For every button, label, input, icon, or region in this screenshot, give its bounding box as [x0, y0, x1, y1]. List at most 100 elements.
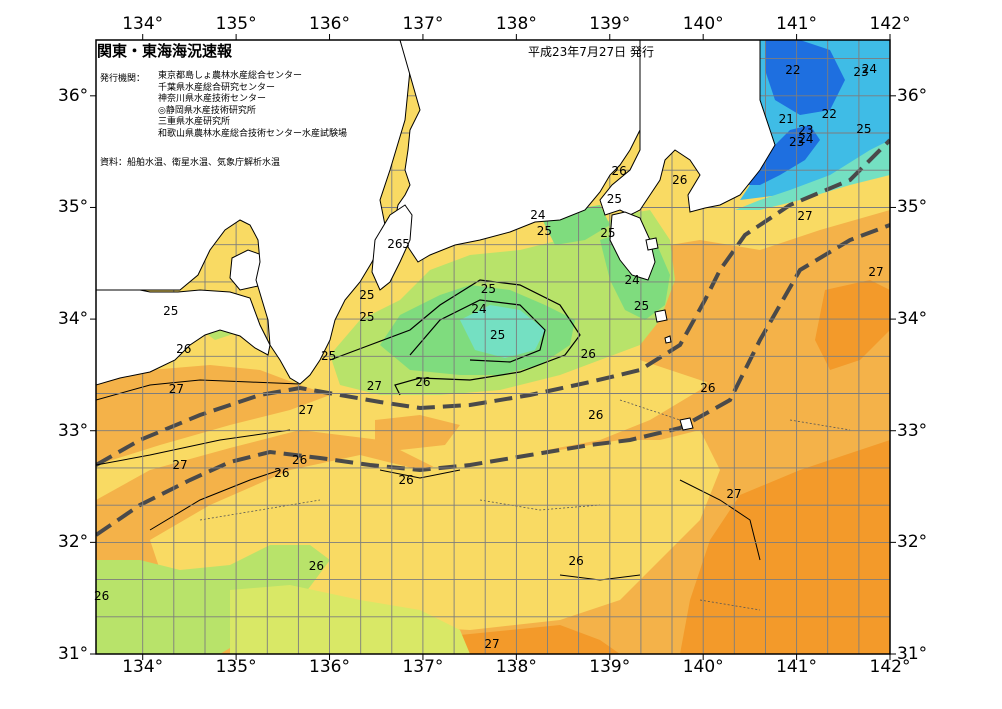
land-kii	[96, 40, 411, 385]
isotherm-label: 5	[402, 237, 410, 252]
isotherm-label: 27	[868, 265, 884, 280]
isotherm-label: 26	[93, 588, 110, 603]
isotherm-label: 25	[359, 309, 375, 324]
isotherm-label: 23	[788, 134, 805, 149]
isotherm-label: 25	[320, 348, 337, 363]
lon-label-top: 140°	[682, 14, 724, 34]
isotherm-label: 25	[536, 223, 553, 238]
isotherm-label: 27	[797, 209, 813, 224]
lon-label-bottom: 141°	[776, 657, 818, 677]
isotherm-label: 24	[624, 273, 640, 288]
lon-label-top: 138°	[495, 14, 537, 34]
land-izu-kanto	[599, 40, 776, 216]
lat-label-right: 36°	[897, 85, 928, 106]
isotherm-label: 26	[398, 472, 414, 487]
isotherm-label: 27	[366, 379, 382, 394]
isotherm-label: 26	[588, 408, 604, 423]
isotherm-label: 26	[387, 237, 403, 252]
issuer-item: 千葉県水産総合研究センター	[158, 82, 276, 93]
isotherm-label: 27	[172, 458, 188, 473]
isotherm-label: 21	[778, 112, 794, 127]
lon-label-top: 141°	[776, 14, 818, 34]
isotherm-label: 23	[853, 65, 869, 80]
sea-28-patch-e	[815, 280, 890, 370]
land-atsumi	[371, 204, 413, 291]
land-izu-peninsula	[609, 211, 656, 281]
sea-23-core	[460, 305, 545, 358]
sea-25-sw	[96, 545, 330, 654]
issuer-item: 神奈川県水産技術センター	[158, 94, 267, 105]
lon-label-bottom: 136°	[309, 657, 350, 677]
lon-label-top: 139°	[589, 14, 631, 34]
isotherm-label: 24	[471, 302, 487, 317]
issuer-item: 和歌山県農林水産総合技術センター水産試験場	[158, 128, 348, 139]
issuer-item: 三重県水産研究所	[158, 117, 231, 128]
isotherm-label: 26	[672, 172, 688, 187]
isotherm-label: 22	[821, 106, 837, 121]
isotherm-label: 25	[163, 304, 179, 319]
land	[96, 40, 776, 431]
lon-label-top: 134°	[122, 14, 164, 34]
isotherm-label: 26	[308, 558, 325, 573]
isotherm-label: 26	[274, 466, 290, 481]
isotherm-label: 25	[633, 298, 650, 313]
land-ise	[394, 40, 641, 263]
isotherm-27-line	[96, 429, 761, 561]
map-frame	[95, 39, 891, 655]
lon-label-bottom: 140°	[682, 657, 724, 677]
sea-25-s	[230, 585, 470, 654]
lat-label-left: 34°	[58, 309, 89, 330]
lon-label-bottom: 135°	[215, 657, 257, 677]
isotherm-label: 26	[176, 342, 192, 357]
map-title: 関東・東海海況速報	[97, 42, 233, 60]
land-small-isle	[664, 335, 672, 344]
land-oshima	[645, 237, 659, 251]
issuer-item: 東京都島しょ農林水産総合センター	[158, 71, 303, 81]
kuroshio-south-edge	[96, 223, 890, 537]
issuers-list: 東京都島しょ農林水産総合センター 千葉県水産総合研究センター 神奈川県水産技術セ…	[158, 71, 347, 141]
lat-label-left: 32°	[58, 532, 89, 553]
isotherm-label: 25	[359, 287, 375, 302]
lon-label-bottom: 137°	[402, 657, 444, 677]
isotherm-label: 25	[480, 281, 496, 296]
lon-label-top: 142°	[869, 14, 911, 34]
isotherm-label: 25	[490, 327, 506, 342]
isotherm-label: 26	[291, 452, 308, 467]
land-miyake	[679, 417, 694, 431]
isotherm-label: 22	[785, 63, 801, 78]
issue-date: 平成23年7月27日 発行	[528, 45, 654, 59]
lat-label-left: 33°	[58, 420, 89, 441]
lon-label-top: 137°	[402, 14, 444, 34]
lat-label-right: 33°	[897, 420, 928, 441]
lon-label-bottom: 139°	[589, 657, 631, 677]
lat-label-right: 35°	[897, 197, 928, 218]
lat-label-right: 31°	[897, 644, 928, 664]
lon-label-top: 136°	[309, 14, 350, 34]
isotherm-label: 23	[798, 123, 814, 138]
lat-label-right: 34°	[897, 309, 928, 330]
issuer-item: ◎静岡県水産技術研究所	[158, 105, 256, 116]
map-body	[96, 40, 890, 654]
isotherm-label: 26	[611, 163, 627, 178]
isotherm-25-line	[329, 279, 581, 396]
isotherm-label: 26	[580, 346, 596, 361]
land-niijima	[654, 309, 668, 323]
isotherm-label: 27	[168, 382, 184, 397]
lon-label-bottom: 138°	[495, 657, 537, 677]
isotherm-label: 27	[726, 487, 742, 502]
isotherm-label: 26	[568, 554, 584, 569]
lat-label-right: 32°	[897, 532, 928, 553]
kuroshio-north-edge	[96, 138, 890, 467]
isotherm-label: 24	[861, 62, 878, 77]
lat-label-left: 35°	[58, 197, 89, 218]
isotherm-24-line	[409, 299, 546, 363]
isotherm-label: 26	[700, 381, 716, 396]
isotherm-label: 27	[298, 402, 314, 417]
lon-label-top: 135°	[215, 14, 257, 34]
tick-marks	[90, 34, 896, 660]
isotherm-label: 25	[606, 191, 623, 206]
isotherm-label: 26	[415, 374, 431, 389]
dotted-contours	[199, 399, 851, 611]
lon-label-bottom: 134°	[122, 657, 164, 677]
isotherm-26-line	[96, 379, 301, 401]
